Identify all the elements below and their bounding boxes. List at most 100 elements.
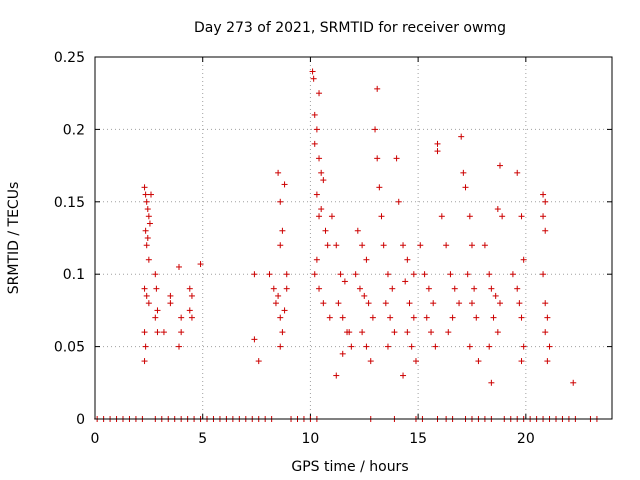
data-point (447, 271, 454, 278)
data-point (328, 213, 335, 220)
data-point (142, 227, 149, 234)
data-point (359, 242, 366, 249)
data-point (266, 271, 273, 278)
data-point (322, 227, 329, 234)
x-tick-label: 15 (409, 431, 427, 447)
data-point (434, 140, 441, 147)
data-point (464, 271, 471, 278)
data-point (458, 133, 465, 140)
data-point (445, 329, 452, 336)
data-point (432, 343, 439, 350)
data-point (509, 271, 516, 278)
data-point (542, 329, 549, 336)
data-point (313, 126, 320, 133)
data-point (466, 343, 473, 350)
chart-title: Day 273 of 2021, SRMTID for receiver owm… (194, 20, 506, 36)
data-point (142, 191, 149, 198)
data-point (434, 148, 441, 155)
data-point (486, 271, 493, 278)
data-point (279, 329, 286, 336)
data-point (374, 155, 381, 162)
data-point (188, 314, 195, 321)
data-point (316, 155, 323, 162)
x-tick-label: 20 (517, 431, 535, 447)
data-point (316, 285, 323, 292)
data-point (417, 242, 424, 249)
data-point (395, 198, 402, 205)
data-point (408, 343, 415, 350)
data-point (518, 358, 525, 365)
data-point (275, 169, 282, 176)
data-point (393, 155, 400, 162)
data-point (384, 271, 391, 278)
data-point (540, 191, 547, 198)
data-point (270, 285, 277, 292)
data-point (318, 206, 325, 213)
data-point (542, 198, 549, 205)
data-point (333, 242, 340, 249)
data-point (277, 198, 284, 205)
data-point (313, 191, 320, 198)
y-tick-label: 0.2 (63, 122, 85, 138)
data-point (251, 271, 258, 278)
data-point (542, 300, 549, 307)
data-point (143, 242, 150, 249)
data-point (142, 343, 149, 350)
data-point (316, 90, 323, 97)
data-point (326, 314, 333, 321)
data-point (404, 329, 411, 336)
data-point (354, 227, 361, 234)
data-point (152, 271, 159, 278)
data-point (494, 206, 501, 213)
data-point (313, 256, 320, 263)
data-point (514, 285, 521, 292)
data-point (333, 372, 340, 379)
data-point (430, 300, 437, 307)
data-point (178, 329, 185, 336)
data-point (410, 271, 417, 278)
y-tick-labels: 0 0.05 0.1 0.15 0.2 0.25 (54, 50, 85, 428)
data-point (518, 213, 525, 220)
data-point (141, 329, 148, 336)
data-point (490, 314, 497, 321)
data-point (468, 300, 475, 307)
data-point (496, 300, 503, 307)
data-point (443, 242, 450, 249)
data-point (348, 343, 355, 350)
data-point (374, 85, 381, 92)
data-point (363, 256, 370, 263)
data-point (277, 343, 284, 350)
data-point (400, 242, 407, 249)
data-point (283, 271, 290, 278)
x-axis-label: GPS time / hours (291, 459, 408, 475)
data-point (341, 278, 348, 285)
data-point (146, 220, 153, 227)
data-point (499, 213, 506, 220)
data-point (404, 256, 411, 263)
data-point (367, 358, 374, 365)
data-point (311, 111, 318, 118)
x-tick-label: 10 (302, 431, 320, 447)
data-point (310, 75, 317, 82)
y-tick-label: 0 (76, 412, 85, 428)
data-point (145, 300, 152, 307)
data-point (449, 314, 456, 321)
data-point (145, 256, 152, 263)
data-point (391, 329, 398, 336)
data-point (141, 184, 148, 191)
data-point (339, 350, 346, 357)
data-point (281, 307, 288, 314)
data-point (352, 271, 359, 278)
data-point (438, 213, 445, 220)
y-tick-label: 0.1 (63, 267, 85, 283)
data-point (186, 307, 193, 314)
x-tick-label: 5 (198, 431, 207, 447)
data-point (275, 292, 282, 299)
data-point (141, 358, 148, 365)
data-point (488, 285, 495, 292)
data-point (412, 358, 419, 365)
data-point (518, 314, 525, 321)
data-point (428, 329, 435, 336)
data-point (176, 263, 183, 270)
